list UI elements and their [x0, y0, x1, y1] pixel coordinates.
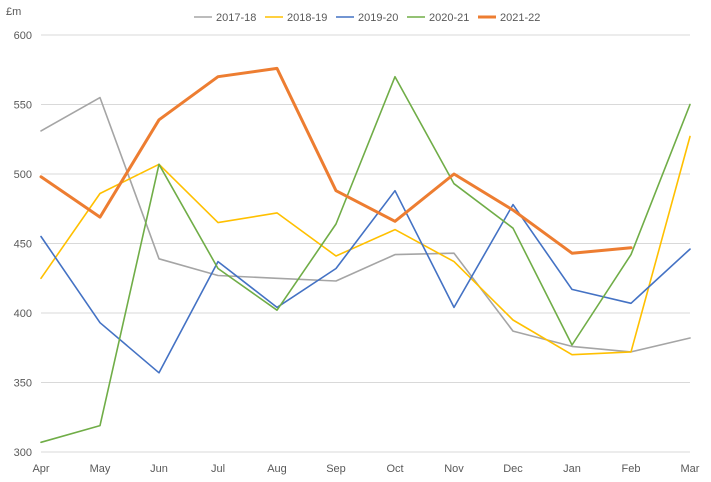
x-tick-label: Mar	[681, 463, 700, 475]
y-tick-label: 450	[14, 239, 32, 251]
series-line-2021-22	[39, 66, 633, 255]
legend-label: 2020-21	[429, 12, 469, 24]
legend-label: 2019-20	[358, 12, 398, 24]
x-tick-label: Jul	[211, 463, 225, 475]
y-tick-label: 600	[14, 30, 32, 42]
legend-label: 2018-19	[287, 12, 327, 24]
y-tick-label: 400	[14, 308, 32, 320]
x-tick-label: May	[90, 463, 111, 475]
series-line-2017-18	[40, 96, 691, 353]
chart-legend: 2017-18 2018-19 2019-20 2020-21 2021-22	[194, 12, 540, 24]
x-tick-label: Feb	[622, 463, 641, 475]
x-tick-label: Apr	[32, 463, 49, 475]
y-axis-ticks: 300 350 400 450 500 550 600	[14, 30, 32, 459]
series-line-2020-21	[40, 75, 691, 444]
x-tick-label: Jan	[563, 463, 581, 475]
x-tick-label: Jun	[150, 463, 168, 475]
x-tick-label: Sep	[326, 463, 346, 475]
series-line-2018-19	[40, 135, 691, 356]
y-axis-unit-label: £m	[6, 6, 21, 18]
x-tick-label: Aug	[267, 463, 287, 475]
y-tick-label: 350	[14, 378, 32, 390]
series-line-2019-20	[40, 189, 691, 374]
y-tick-label: 300	[14, 447, 32, 459]
x-tick-label: Dec	[503, 463, 523, 475]
x-tick-label: Nov	[444, 463, 464, 475]
series-lines	[39, 66, 691, 444]
y-tick-label: 550	[14, 100, 32, 112]
legend-label: 2017-18	[216, 12, 256, 24]
legend-label: 2021-22	[500, 12, 540, 24]
x-tick-label: Oct	[386, 463, 403, 475]
x-axis-ticks: Apr May Jun Jul Aug Sep Oct Nov Dec Jan Feb Mar	[32, 463, 699, 475]
y-tick-label: 500	[14, 169, 32, 181]
